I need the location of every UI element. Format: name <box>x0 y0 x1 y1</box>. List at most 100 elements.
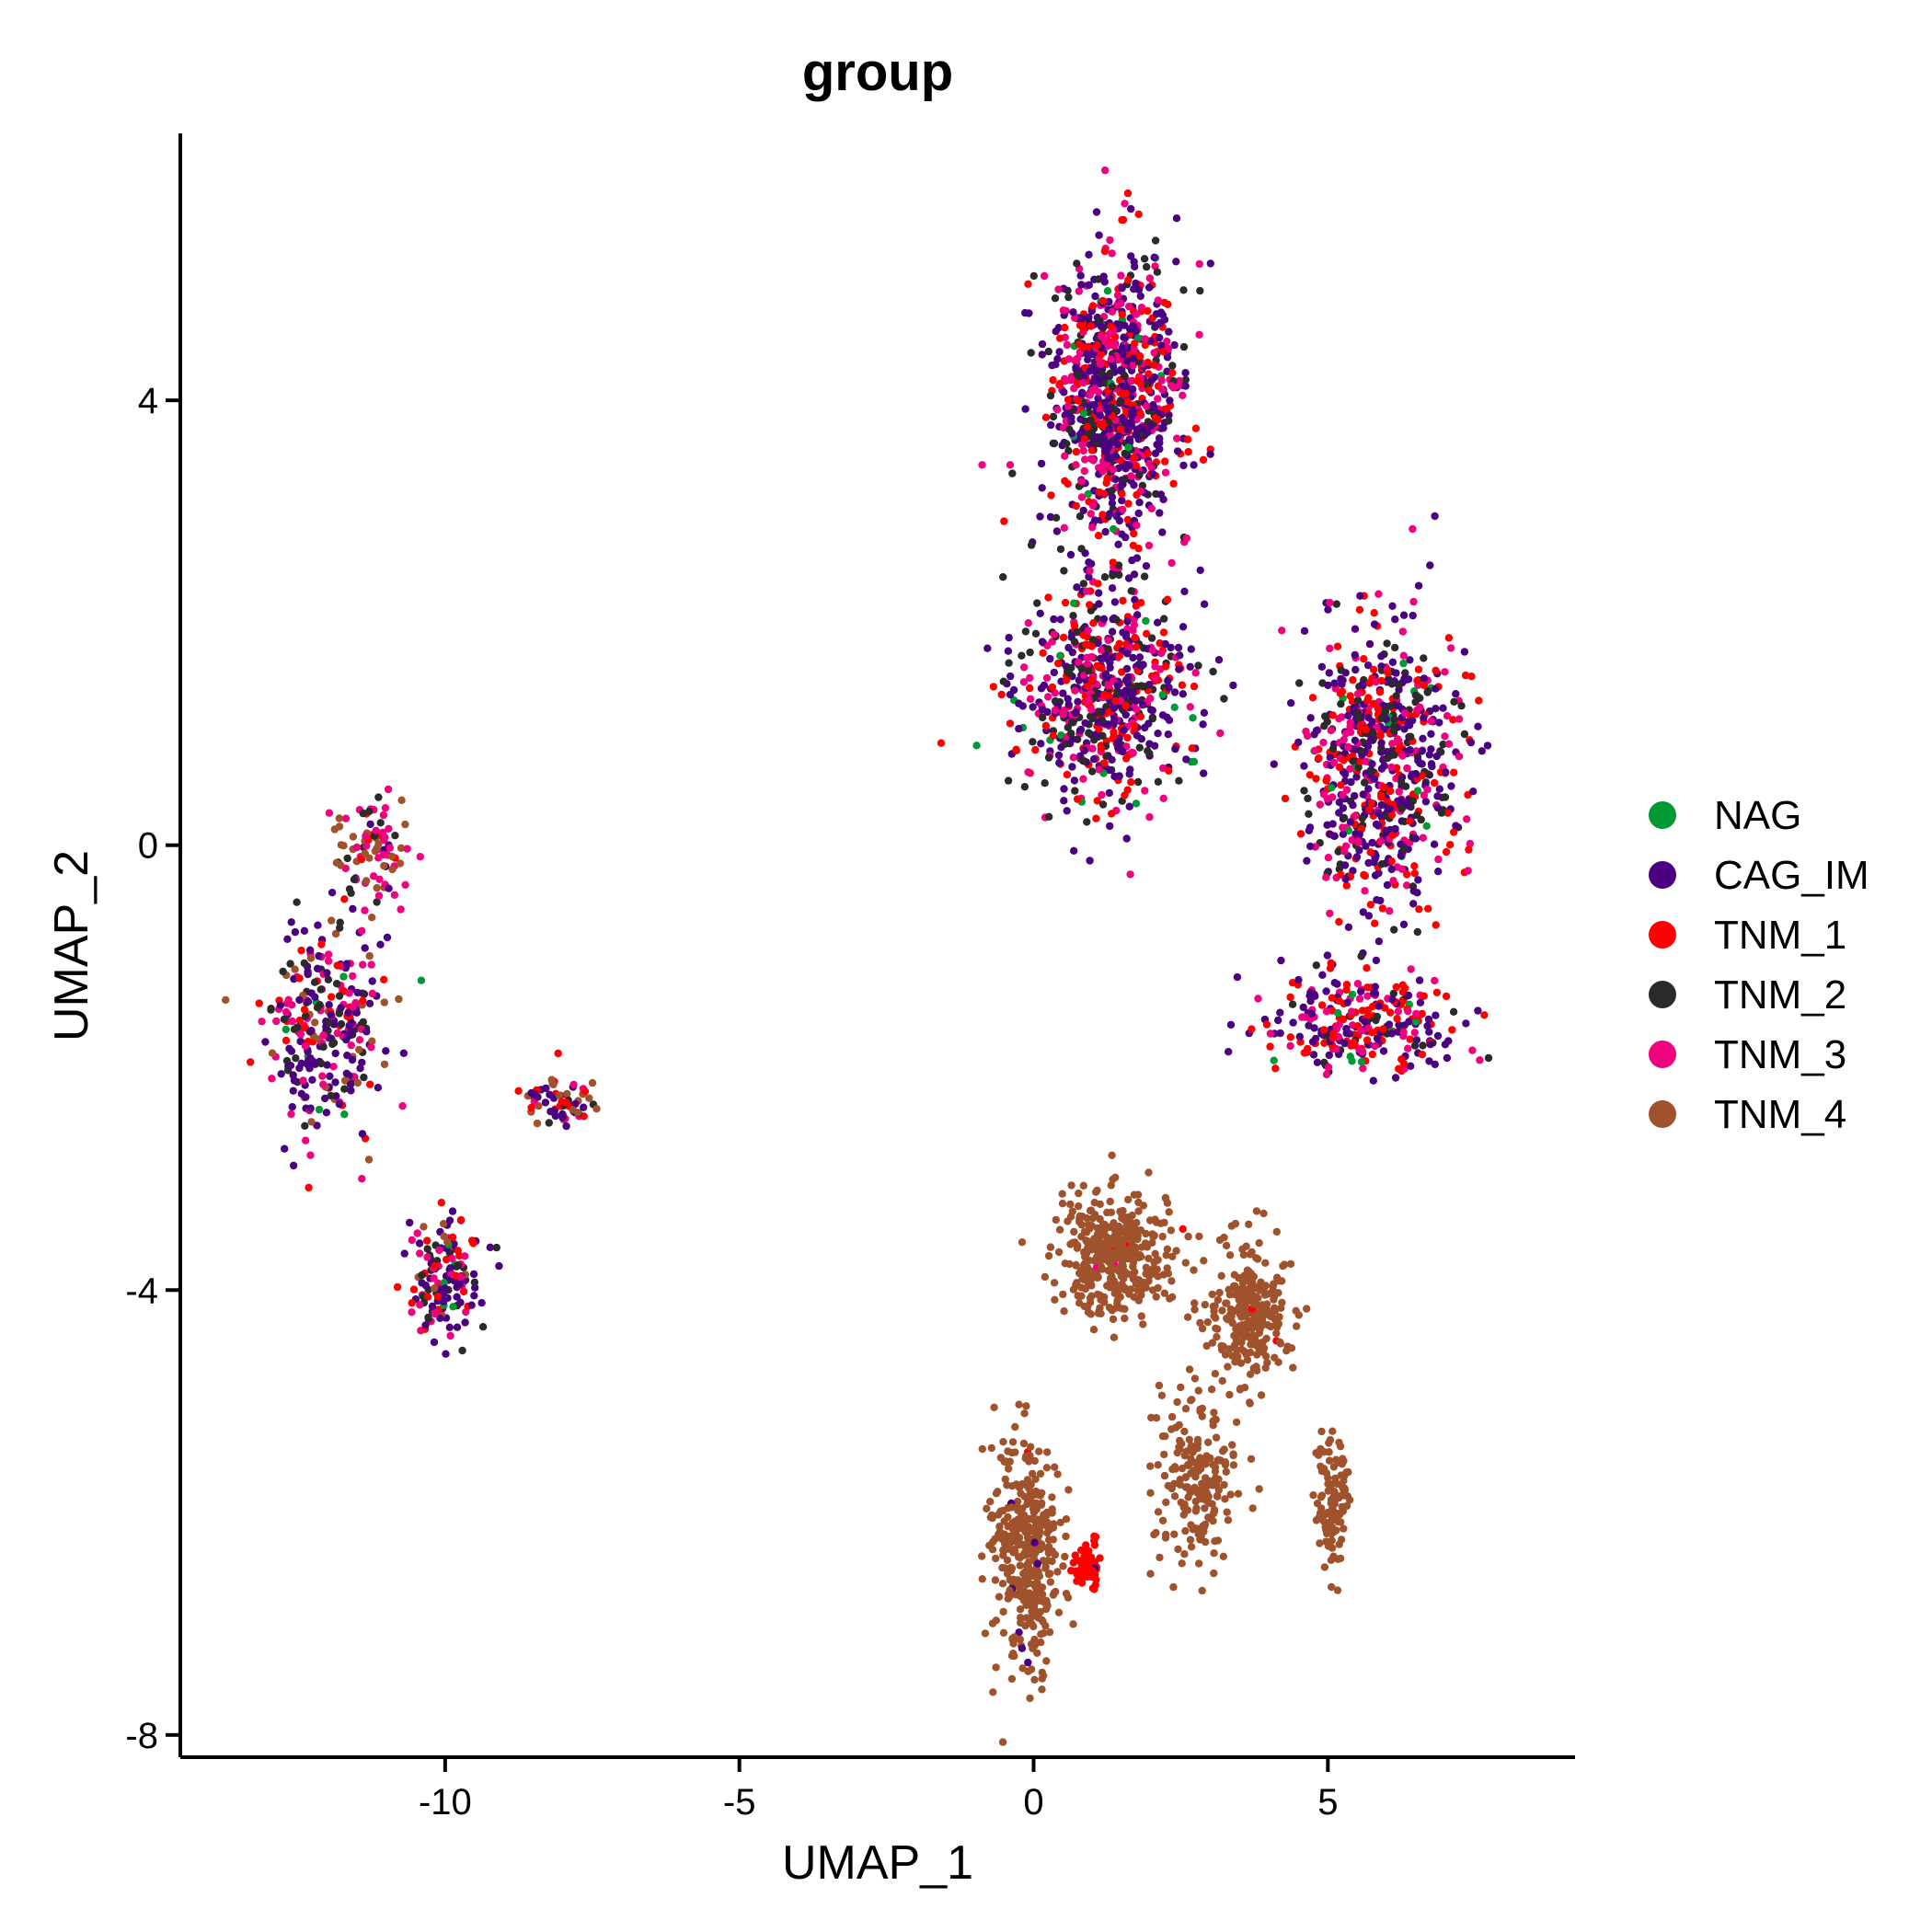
data-point <box>1036 512 1044 521</box>
data-point <box>1133 1190 1143 1199</box>
data-point <box>1209 667 1217 676</box>
data-point <box>1218 1376 1226 1386</box>
data-point <box>1087 446 1097 454</box>
data-point <box>1175 665 1183 673</box>
data-point <box>1181 382 1190 390</box>
data-point <box>1127 408 1136 417</box>
data-point <box>1016 1561 1025 1570</box>
data-point <box>329 1039 339 1047</box>
data-point <box>1077 390 1087 399</box>
data-point <box>1200 769 1208 777</box>
data-point <box>1221 1458 1230 1466</box>
data-point <box>1379 1025 1387 1033</box>
data-point <box>1356 592 1364 600</box>
data-point <box>1374 937 1384 946</box>
data-point <box>1001 1475 1010 1484</box>
data-point <box>1061 598 1070 607</box>
data-point <box>1104 1237 1112 1246</box>
data-point <box>1033 599 1041 607</box>
data-point <box>1090 385 1099 393</box>
data-point <box>1409 797 1418 805</box>
data-point <box>1370 775 1378 783</box>
data-point <box>1166 1294 1174 1303</box>
data-point <box>1154 1508 1163 1516</box>
data-point <box>1085 281 1094 289</box>
data-point <box>1151 262 1159 270</box>
data-point <box>1060 388 1068 397</box>
legend-label: TNM_4 <box>1714 1092 1846 1137</box>
data-point <box>1134 210 1143 219</box>
data-point <box>1070 622 1079 630</box>
data-point <box>1027 541 1036 549</box>
data-point <box>1099 615 1109 623</box>
data-point <box>1317 1001 1327 1009</box>
data-point <box>1023 1498 1032 1506</box>
data-point <box>1092 208 1101 216</box>
data-point <box>1080 466 1089 476</box>
data-point <box>563 1089 571 1098</box>
data-point <box>1024 280 1032 288</box>
data-point <box>992 1554 1000 1563</box>
data-point <box>1089 619 1098 627</box>
data-point <box>1206 259 1215 268</box>
data-point <box>1144 449 1153 457</box>
data-point <box>1480 1011 1489 1019</box>
data-point <box>1248 1293 1256 1302</box>
data-point <box>1154 395 1162 403</box>
data-point <box>1129 361 1137 370</box>
data-point <box>569 1080 578 1089</box>
data-point <box>1134 545 1143 553</box>
data-point <box>1184 1461 1192 1470</box>
data-point <box>1101 166 1110 175</box>
data-point <box>1322 873 1330 881</box>
data-point <box>1175 776 1183 785</box>
data-point <box>1179 286 1188 294</box>
data-point <box>1021 405 1029 413</box>
data-point <box>1386 787 1395 796</box>
data-point <box>340 1085 349 1093</box>
data-point <box>1295 679 1304 687</box>
data-point <box>1328 1034 1338 1042</box>
data-point <box>1369 665 1378 673</box>
data-point <box>978 1444 987 1454</box>
data-point <box>492 1243 500 1252</box>
data-point <box>1109 558 1118 567</box>
data-point <box>367 1043 375 1052</box>
data-point <box>1106 658 1114 667</box>
data-point <box>1131 1243 1140 1251</box>
data-point <box>1048 1493 1056 1501</box>
data-point <box>1009 1650 1018 1658</box>
data-point <box>978 461 986 469</box>
data-point <box>1069 612 1077 620</box>
data-point <box>295 1064 304 1073</box>
data-point <box>1174 1545 1182 1554</box>
data-point <box>1286 1259 1295 1269</box>
data-point <box>304 970 312 979</box>
data-point <box>286 1062 295 1070</box>
data-point <box>1092 1188 1100 1196</box>
data-point <box>1323 1508 1332 1517</box>
data-point <box>1339 790 1347 799</box>
data-point <box>1065 425 1074 433</box>
data-point <box>331 1078 339 1087</box>
data-point <box>446 1264 454 1272</box>
data-point <box>390 891 399 899</box>
data-point <box>1441 732 1449 741</box>
data-point <box>417 976 426 984</box>
data-point <box>328 993 336 1001</box>
data-point <box>1422 822 1431 830</box>
data-point <box>307 1027 316 1035</box>
data-point <box>1060 706 1069 715</box>
data-point <box>1021 308 1029 317</box>
data-point <box>1011 1547 1019 1556</box>
data-point <box>1132 279 1140 288</box>
data-point <box>1006 719 1015 728</box>
data-point <box>1074 697 1082 706</box>
data-point <box>1348 835 1356 845</box>
data-point <box>1075 1217 1084 1226</box>
data-point <box>361 849 369 857</box>
data-point <box>1089 755 1098 764</box>
data-point <box>1104 720 1113 729</box>
data-point <box>1389 831 1397 839</box>
data-point <box>1147 634 1156 642</box>
